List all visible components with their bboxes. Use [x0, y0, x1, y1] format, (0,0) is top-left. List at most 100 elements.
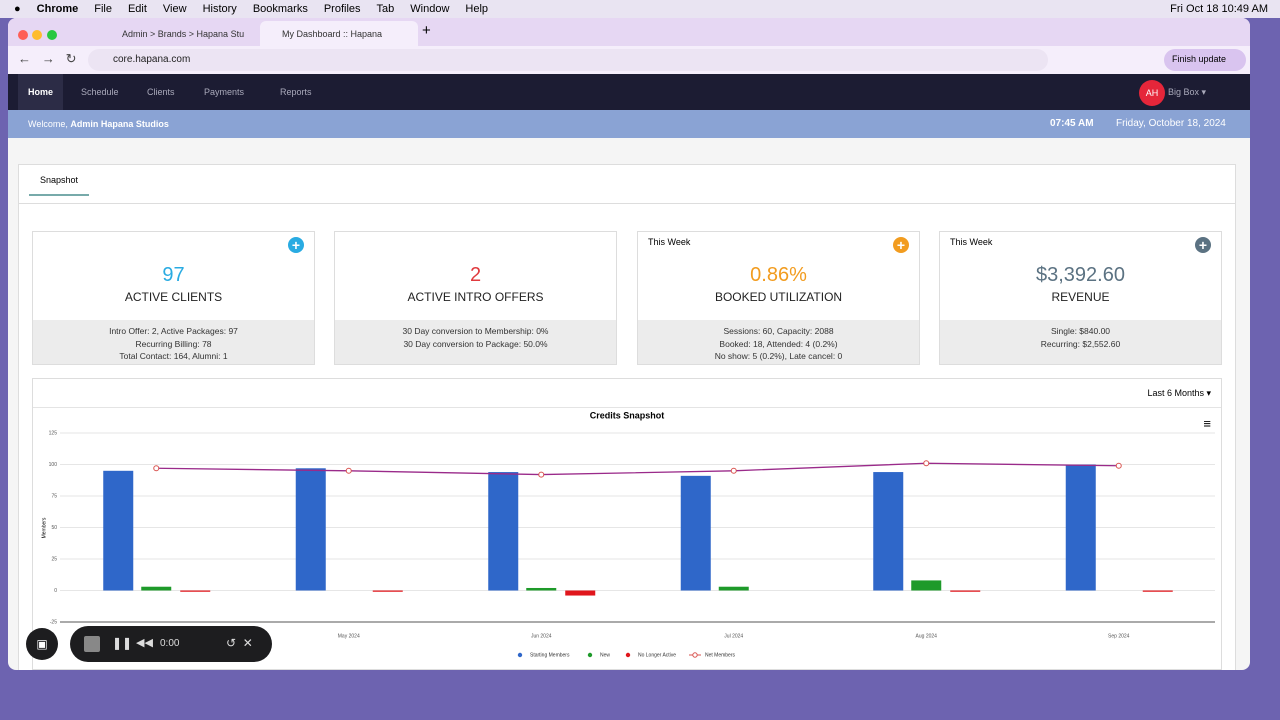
add-button[interactable]: +	[893, 237, 909, 253]
add-button[interactable]: +	[288, 237, 304, 253]
update-button[interactable]: Finish update	[1164, 49, 1246, 71]
divider	[33, 407, 1221, 408]
stop-button[interactable]	[84, 636, 100, 652]
nav-item[interactable]: Schedule	[81, 87, 119, 97]
apple-logo[interactable]: ●	[14, 3, 21, 15]
legend-symbol	[625, 652, 631, 658]
detail-line: No show: 5 (0.2%), Late cancel: 0	[714, 351, 843, 361]
detail-line: Total Contact: 164, Alumni: 1	[119, 351, 228, 361]
time: 07:45 AM	[1050, 118, 1094, 129]
x-tick-label: May 2024	[338, 633, 360, 639]
nav-item[interactable]: Reports	[280, 87, 312, 97]
bar	[103, 470, 134, 591]
welcome-bar: Welcome, Admin Hapana Studios 07:45 AM F…	[8, 110, 1250, 138]
stat-label: REVENUE	[1051, 290, 1110, 304]
stat-label: ACTIVE CLIENTS	[124, 290, 223, 304]
y-tick-label: 125	[49, 430, 58, 436]
window-controls[interactable]	[18, 27, 64, 40]
stat-label: BOOKED UTILIZATION	[714, 290, 843, 304]
bar	[1142, 590, 1173, 592]
range-dropdown[interactable]: Last 6 Months ▾	[1147, 388, 1211, 398]
x-tick-label: Sep 2024	[1108, 633, 1130, 639]
screen-recorder: ❚❚ ◀◀ 0:00 ↺ ✕	[70, 626, 272, 662]
menu-item[interactable]: Window	[410, 3, 450, 15]
url[interactable]: core.hapana.com	[88, 49, 1048, 71]
active-tab[interactable]: My Dashboard :: Hapana	[260, 21, 418, 46]
legend-label[interactable]: No Longer Active	[638, 652, 676, 658]
avatar[interactable]: AH	[1139, 80, 1165, 106]
stat-details: 30 Day conversion to Membership: 0% 30 Da…	[335, 320, 616, 364]
address-bar: ← → ↻ core.hapana.com Finish update	[8, 46, 1250, 74]
nav-buttons[interactable]: ← → ↻	[18, 51, 77, 66]
stat-card: This Week + $3,392.60 REVENUE Single: $840.0…	[939, 231, 1222, 365]
detail-line: 30 Day conversion to Package: 50.0%	[403, 338, 548, 349]
menu-items: File Edit View History Bookmarks Profiles Tab W…	[78, 3, 488, 15]
menu-item[interactable]: View	[162, 3, 187, 15]
stat-details: Sessions: 60, Capacity: 2088 Booked: 18, …	[638, 320, 919, 364]
nav-item[interactable]: Payments	[204, 87, 245, 97]
bar	[526, 587, 557, 591]
recorder-tools[interactable]: ↺ ✕	[226, 636, 253, 650]
top-nav: AH Big Box ▾ Home Schedule Clients Payments…	[8, 74, 1250, 110]
y-tick-label: 25	[51, 556, 57, 562]
account-menu[interactable]: Big Box ▾	[1168, 86, 1207, 98]
x-tick-label: Aug 2024	[916, 633, 938, 639]
period-dropdown[interactable]: This Week	[648, 237, 691, 247]
menu-item[interactable]: Help	[465, 3, 489, 15]
add-button[interactable]: +	[1195, 237, 1211, 253]
pause-button[interactable]: ❚❚	[112, 636, 133, 650]
line-marker	[923, 460, 930, 467]
legend-label[interactable]: New	[600, 652, 610, 658]
x-tick-label: Jul 2024	[724, 633, 743, 639]
menu-item[interactable]: Tab	[376, 3, 395, 15]
y-tick-label: -25	[50, 619, 57, 625]
new-tab[interactable]: +	[422, 22, 431, 39]
y-tick-label: 100	[49, 462, 58, 468]
legend-symbol	[587, 652, 593, 658]
snapshot-tab[interactable]: Snapshot	[29, 175, 89, 196]
tab[interactable]: Admin > Brands > Hapana Stu	[122, 28, 245, 39]
period-dropdown[interactable]: This Week	[950, 237, 993, 247]
detail-line: Recurring Billing: 78	[135, 338, 212, 349]
legend-label[interactable]: Net Members	[705, 652, 736, 658]
nav-item[interactable]: Clients	[147, 87, 175, 97]
chart-menu[interactable]: ≡	[1203, 416, 1211, 431]
recorder-time: 0:00	[160, 638, 180, 649]
stat-details: Intro Offer: 2, Active Packages: 97 Recur…	[33, 320, 314, 364]
stat-value: 0.86%	[750, 264, 807, 286]
date: Friday, October 18, 2024	[1116, 118, 1226, 129]
bar	[141, 586, 172, 591]
nav-item[interactable]: Home	[18, 74, 64, 110]
menu-item[interactable]: History	[202, 3, 237, 15]
clock: Fri Oct 18 10:49 AM	[1170, 3, 1268, 15]
y-tick-label: 0	[54, 588, 57, 594]
legend-label[interactable]: Starting Members	[530, 652, 570, 658]
y-axis-label: Members	[41, 517, 47, 538]
y-tick-label: 75	[51, 493, 57, 499]
line	[156, 462, 1119, 476]
camera-button[interactable]: ▣	[26, 628, 58, 660]
stat-value: $3,392.60	[1036, 264, 1125, 286]
chart-panel: Last 6 Months ▾ ≡	[32, 378, 1222, 670]
rewind-button[interactable]: ◀◀	[136, 637, 153, 649]
range-text: Last 6 Months	[1147, 388, 1204, 398]
tab-bar: Admin > Brands > Hapana Stu My Dashboard…	[8, 18, 1250, 46]
bar	[911, 580, 942, 591]
menu-bar: ● Chrome File Edit View History Bookmarks Pro…	[0, 0, 1280, 18]
menu-item[interactable]: File	[94, 3, 112, 15]
account-name: Big Box	[1168, 87, 1200, 97]
stat-value: 97	[162, 264, 185, 286]
detail-line: 30 Day conversion to Membership: 0%	[402, 326, 549, 336]
detail-line: Booked: 18, Attended: 4 (0.2%)	[719, 338, 838, 349]
line-marker	[345, 467, 352, 474]
stat-details: Single: $840.00 Recurring: $2,552.60	[940, 320, 1221, 364]
bar	[873, 472, 904, 591]
line-marker	[730, 467, 737, 474]
menu-item[interactable]: Profiles	[323, 3, 361, 15]
chart: Credits Snapshot Members -25 0 25 50 75 100 12…	[41, 410, 1215, 658]
bar	[372, 590, 403, 592]
app-name[interactable]: Chrome	[36, 3, 79, 15]
bar	[295, 468, 326, 591]
menu-item[interactable]: Bookmarks	[252, 3, 308, 15]
menu-item[interactable]: Edit	[127, 3, 147, 15]
